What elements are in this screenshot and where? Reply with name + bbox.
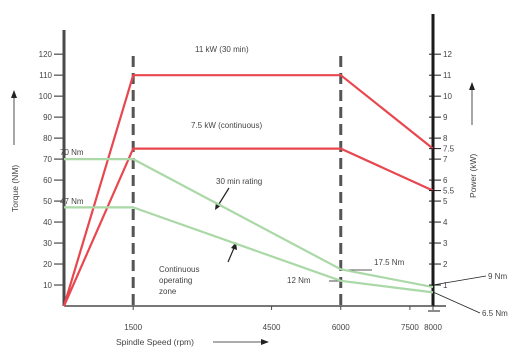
annotation-9nm: 9 Nm [488, 272, 507, 281]
annotation-11kw: 11 kW (30 min) [195, 45, 249, 54]
annotation-zone-line1: Continuous [159, 265, 199, 274]
y-left-tick-label: 50 [43, 197, 52, 206]
y-left-tick-label: 70 [43, 155, 52, 164]
pointer-zone [227, 247, 235, 263]
y-right-tick-label: 4 [443, 218, 448, 227]
y-left-tick-label: 40 [43, 218, 52, 227]
y-right-tick-label: 2 [443, 260, 448, 269]
x-tick-label: 4500 [263, 323, 281, 332]
y-right-tick-label: 7.5 [443, 145, 455, 154]
y-right-tick-label: 7 [443, 155, 448, 164]
annotation-6-5nm: 6.5 Nm [482, 309, 508, 318]
pointer-30min [218, 187, 230, 205]
y-left-tick-label: 110 [39, 71, 52, 80]
y-right-tick-label: 3 [443, 239, 448, 248]
x-tick-label: 1500 [124, 323, 142, 332]
annotation-30min-rating: 30 min rating [216, 177, 262, 186]
pointer-9 [432, 275, 487, 286]
series-line-1 [62, 147, 434, 307]
x-axis-arrowhead [261, 339, 269, 345]
x-tick-label: 8000 [424, 323, 442, 332]
tick-marks: 102030405060708090100110120123455.5677.5… [39, 50, 455, 332]
series-line-0 [62, 74, 434, 307]
annotation-12nm: 12 Nm [287, 276, 311, 285]
y-right-tick-label: 8 [443, 134, 448, 143]
x-axis-title: Spindle Speed (rpm) [116, 337, 194, 347]
y-left-tick-label: 80 [43, 134, 52, 143]
y-left-tick-label: 30 [43, 239, 52, 248]
y-left-tick-label: 60 [43, 176, 52, 185]
annotation-47nm: 47 Nm [60, 197, 84, 206]
annotation-zone-line2: operating [159, 276, 192, 285]
annotation-zone-line3: zone [159, 287, 177, 296]
annotation-70nm: 70 Nm [60, 148, 84, 157]
annotation-7-5kw: 7.5 kW (continuous) [191, 121, 262, 130]
y-left-tick-label: 20 [43, 260, 52, 269]
left-axis-arrowhead [11, 90, 17, 98]
pointer-6-5 [432, 291, 481, 314]
x-tick-label: 7500 [401, 323, 419, 332]
guide-lines [131, 56, 343, 306]
y-right-tick-label: 5.5 [443, 187, 455, 196]
series-lines [62, 74, 434, 307]
y-left-tick-label: 100 [39, 92, 53, 101]
right-axis-title: Power (kW) [468, 153, 478, 198]
y-right-tick-label: 1 [443, 281, 448, 290]
y-right-tick-label: 9 [443, 113, 448, 122]
y-left-tick-label: 120 [39, 50, 53, 59]
y-left-tick-label: 90 [43, 113, 52, 122]
left-axis-title: Torque (NM) [10, 165, 20, 212]
y-right-tick-label: 6 [443, 176, 448, 185]
y-right-tick-label: 10 [443, 92, 452, 101]
x-tick-label: 6000 [332, 323, 350, 332]
y-left-tick-label: 10 [43, 281, 52, 290]
series-line-2 [64, 158, 434, 289]
y-right-tick-label: 11 [443, 71, 452, 80]
series-line-3 [64, 206, 434, 294]
y-right-tick-label: 12 [443, 50, 452, 59]
right-axis-arrowhead [469, 82, 475, 90]
y-right-tick-label: 5 [443, 197, 448, 206]
annotation-17-5nm: 17.5 Nm [374, 258, 405, 267]
